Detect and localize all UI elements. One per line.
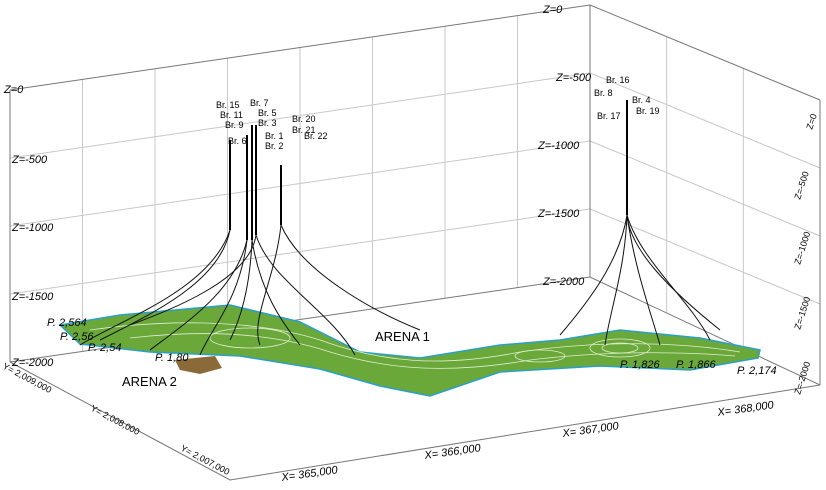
z-label: Z=-2000 (792, 360, 812, 395)
well-label: Br. 16 (606, 75, 630, 85)
x-label: X= 368,000 (716, 399, 776, 419)
well-label: Br. 15 (216, 100, 240, 110)
well-paths (79, 100, 721, 356)
z-label: Z=-1000 (537, 140, 580, 152)
z-label: Z=0 (3, 84, 24, 96)
z-label: Z=-2000 (542, 276, 585, 288)
y-label: Y= 2,007,000 (179, 443, 231, 477)
z-label: Z=-1000 (792, 230, 812, 265)
box-floor-front (9, 361, 821, 481)
pressure-label: P. 1,826 (620, 359, 660, 371)
x-label: X= 366,000 (423, 442, 483, 462)
z-labels-back: Z=0 Z=-500 Z=-1000 Z=-1500 Z=-2000 (537, 4, 592, 288)
box-top-edge (9, 4, 821, 101)
arena-2-surface (175, 356, 222, 374)
grid (9, 15, 821, 352)
grid-line (589, 72, 821, 169)
well-label: Br. 6 (228, 136, 247, 146)
pressure-label: P. 2,564 (47, 317, 87, 329)
well-label: Br. 21 (292, 125, 316, 135)
y-label: Y= 2,008,000 (89, 403, 141, 437)
pressure-labels: P. 2,564 P. 2,56 P. 2,54 P. 1,80 P. 1,82… (47, 317, 777, 377)
pressure-label: P. 2,56 (60, 331, 94, 343)
z-label: Z=-1000 (11, 222, 54, 234)
well-label: Br. 22 (304, 131, 328, 141)
z-label: Z=-1500 (792, 295, 812, 330)
z-label: Z=-2000 (11, 357, 54, 369)
well-label: Br. 8 (594, 88, 613, 98)
z-label: Z=-500 (555, 72, 592, 84)
grid-line (589, 208, 821, 305)
well-label: Br. 11 (220, 110, 243, 120)
well-label: Br. 5 (258, 108, 277, 118)
zone-labels: ARENA 1 ARENA 2 (122, 329, 430, 389)
z-label: Z=0 (804, 113, 818, 131)
z-labels-left: Z=0 Z=-500 Z=-1000 Z=-1500 Z=-2000 (3, 84, 54, 369)
well-label: Br. 4 (632, 95, 651, 105)
well-label: Br. 7 (250, 98, 269, 108)
z-label: Z=-500 (11, 154, 48, 166)
pressure-label: P. 1,80 (155, 352, 189, 364)
well-label: Br. 19 (636, 106, 660, 116)
well-label: Br. 2 (265, 141, 284, 151)
x-labels: X= 365,000 X= 366,000 X= 367,000 X= 368,… (280, 399, 776, 484)
well-labels: Br. 15 Br. 11 Br. 9 Br. 7 Br. 5 Br. 3 Br… (216, 75, 660, 151)
well-label: Br. 1 (265, 131, 284, 141)
z-labels-right: Z=0 Z=-500 Z=-1000 Z=-1500 Z=-2000 (792, 113, 818, 396)
y-labels: Y= 2,009,000 Y= 2,008,000 Y= 2,007,000 (1, 361, 231, 477)
well-label: Br. 17 (597, 111, 621, 121)
well-label: Br. 3 (258, 118, 277, 128)
zone-label: ARENA 2 (122, 374, 177, 389)
grid-line (589, 140, 821, 237)
z-label: Z=0 (542, 4, 563, 16)
x-label: X= 365,000 (280, 464, 340, 484)
x-label: X= 367,000 (561, 420, 621, 440)
well-label: Br. 20 (292, 114, 316, 124)
z-label: Z=-500 (792, 170, 810, 200)
z-label: Z=-1500 (11, 291, 54, 303)
pressure-label: P. 2,174 (737, 365, 777, 377)
bounding-box (9, 4, 821, 481)
pressure-label: P. 1,866 (676, 359, 716, 371)
pressure-label: P. 2,54 (88, 342, 121, 354)
zone-label: ARENA 1 (375, 329, 430, 344)
well-label: Br. 9 (225, 120, 244, 130)
z-label: Z=-1500 (537, 208, 580, 220)
contours (89, 322, 741, 369)
